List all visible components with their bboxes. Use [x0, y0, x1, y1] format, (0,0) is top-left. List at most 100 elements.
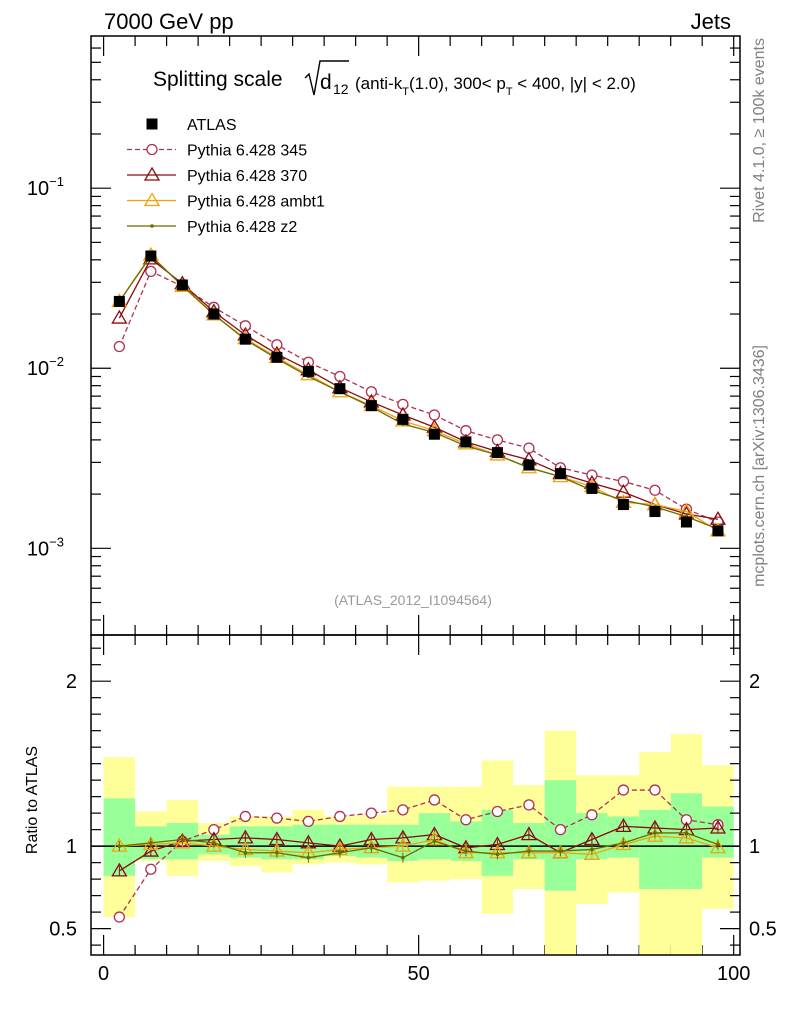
tick-exponent: −2 — [49, 354, 64, 369]
legend-label-pythia-6-428-370: Pythia 6.428 370 — [187, 168, 307, 185]
pythia-6-428-345-ratio-point — [617, 784, 630, 796]
pythia-6-428-345-point — [428, 409, 441, 421]
main-ytick-label: 10−3 — [27, 534, 64, 560]
ratio-ytick-label-right: 0.5 — [749, 919, 777, 941]
ratio-ytick-label: 2 — [66, 671, 77, 693]
pythia-6-428-345-ratio-line — [118, 789, 719, 918]
atlas-point — [680, 516, 692, 528]
pythia-6-428-z2-ratio-point — [558, 849, 563, 853]
pythia-6-428-345-ratio-point — [145, 863, 157, 875]
pythia-6-428-z2-ratio-point — [180, 837, 185, 842]
atlas-point — [523, 459, 535, 471]
pythia-6-428-370-ratio-point — [709, 819, 727, 834]
pythia-6-428-z2-ratio-point — [716, 842, 720, 847]
atlas-point — [271, 351, 283, 363]
pythia-6-428-345-ratio-point — [365, 807, 378, 819]
pythia-6-428-345-ratio-point — [271, 812, 283, 824]
pythia-6-428-z2-main-line — [118, 255, 719, 530]
title-conditions: (anti-kT(1.0), 300< pT < 400, |y| < 2.0) — [355, 74, 636, 98]
pythia-6-428-z2-ratio-point — [432, 839, 437, 843]
pythia-6-428-z2-ratio-point — [621, 841, 626, 845]
pythia-6-428-z2-ratio-line — [119, 832, 719, 859]
pythia-6-428-z2-ratio-point — [653, 831, 657, 835]
atlas-point — [113, 295, 125, 307]
pythia-6-428-345-ratio-point — [649, 784, 661, 796]
pythia-6-428-z2-ratio-point — [401, 855, 405, 860]
pythia-6-428-ambt1-ratio-point — [363, 839, 380, 854]
ratio-ytick-label-right: 1 — [749, 836, 760, 858]
pythia-6-428-ambt1-ratio-point — [205, 837, 223, 852]
legend-marker-pythia-6-428-ambt1 — [143, 192, 161, 207]
pythia-6-428-345-ratio-point — [397, 804, 409, 816]
pythia-6-428-z2-ratio-point — [369, 845, 374, 850]
pythia-6-428-345-ratio-point — [586, 809, 598, 821]
pythia-6-428-370-ratio-point — [111, 862, 128, 877]
tick-exponent: −1 — [49, 174, 64, 189]
pythia-6-428-ambt1-ratio-point — [678, 829, 695, 844]
pythia-6-428-z2-ratio-point — [527, 849, 531, 853]
legend-label-pythia-6-428-345: Pythia 6.428 345 — [187, 143, 307, 160]
atlas-point — [649, 506, 661, 518]
atlas-point — [586, 482, 598, 494]
pythia-6-428-ambt1-ratio-point — [174, 834, 191, 849]
atlas-point — [208, 308, 220, 320]
pythia-6-428-345-ratio-point — [460, 814, 472, 826]
header-right: Jets — [691, 9, 731, 34]
mcplots-label: mcplots.cern.ch [arXiv:1306.3436] — [751, 345, 768, 587]
legend-marker-pythia-6-428-370 — [143, 166, 161, 181]
ratio-ytick-label: 0.5 — [49, 919, 77, 941]
header-left: 7000 GeV pp — [104, 9, 234, 34]
title-var: d — [320, 71, 332, 94]
pythia-6-428-z2-ratio-point — [495, 852, 500, 857]
legend-marker-pythia-6-428-345 — [146, 143, 158, 156]
legend-label-pythia-6-428-ambt1: Pythia 6.428 ambt1 — [187, 194, 325, 211]
pythia-6-428-ambt1-main-line — [118, 254, 719, 532]
xtick-label: 0 — [98, 963, 109, 985]
xtick-label: 100 — [717, 963, 750, 985]
pythia-6-428-345-ratio-point — [334, 810, 346, 823]
pythia-6-428-ambt1-ratio-point — [394, 837, 412, 852]
pythia-6-428-345-point — [239, 320, 252, 332]
legend: ATLAS Pythia 6.428 345 Pythia 6.428 370 Pyt… — [127, 117, 325, 236]
pythia-6-428-370-point — [111, 309, 128, 324]
legend-label-pythia-6-428-z2: Pythia 6.428 z2 — [187, 219, 297, 236]
pythia-6-428-345-ratio-point — [113, 911, 126, 923]
atlas-point — [712, 525, 724, 537]
pythia-6-428-z2-ratio-point — [464, 849, 468, 853]
pythia-6-428-345-ratio-point — [239, 810, 252, 823]
pythia-6-428-345-point — [365, 386, 378, 398]
pythia-6-428-345-point — [145, 265, 157, 278]
atlas-point — [491, 447, 503, 459]
pythia-6-428-345-ratio-point — [554, 823, 567, 836]
pythia-6-428-345-ratio-point — [428, 794, 441, 806]
tick-exponent: −3 — [49, 534, 64, 549]
atlas-point — [365, 400, 377, 412]
xtick-label: 50 — [408, 963, 430, 985]
pythia-6-428-z2-ratio-point — [117, 844, 122, 848]
atlas-point — [334, 383, 346, 395]
main-ytick-label: 10−1 — [27, 174, 64, 200]
tick-base: 10 — [27, 538, 49, 560]
pythia-6-428-z2-ratio-point — [243, 850, 248, 855]
pythia-6-428-ambt1-ratio-point — [709, 839, 727, 854]
atlas-point — [397, 413, 409, 425]
pythia-6-428-ambt1-ratio-point — [583, 846, 601, 861]
tick-base: 10 — [27, 178, 49, 200]
sqrt-symbol — [304, 60, 349, 96]
ratio-plot: 0 50 100 0.5 0.5 1 1 2 2 — [49, 634, 777, 985]
pythia-6-428-370-point — [615, 483, 632, 498]
title-var-sub: 12 — [333, 81, 349, 97]
atlas-point — [239, 333, 251, 345]
ratio-ytick-label-right: 2 — [749, 671, 760, 693]
pythia-6-428-370-ratio-point — [615, 818, 632, 832]
legend-marker-pythia-6-428-z2 — [150, 224, 154, 228]
pythia-6-428-345-point — [617, 475, 630, 488]
rivet-label: Rivet 4.1.0, ≥ 100k events — [751, 38, 768, 223]
tick-base: 10 — [27, 358, 49, 380]
main-ytick-label: 10−2 — [27, 354, 64, 380]
atlas-point — [302, 365, 314, 377]
main-plot: 10−110−210−3 — [27, 35, 741, 955]
pythia-6-428-z2-ratio-point — [212, 841, 216, 845]
atlas-point — [145, 250, 157, 262]
